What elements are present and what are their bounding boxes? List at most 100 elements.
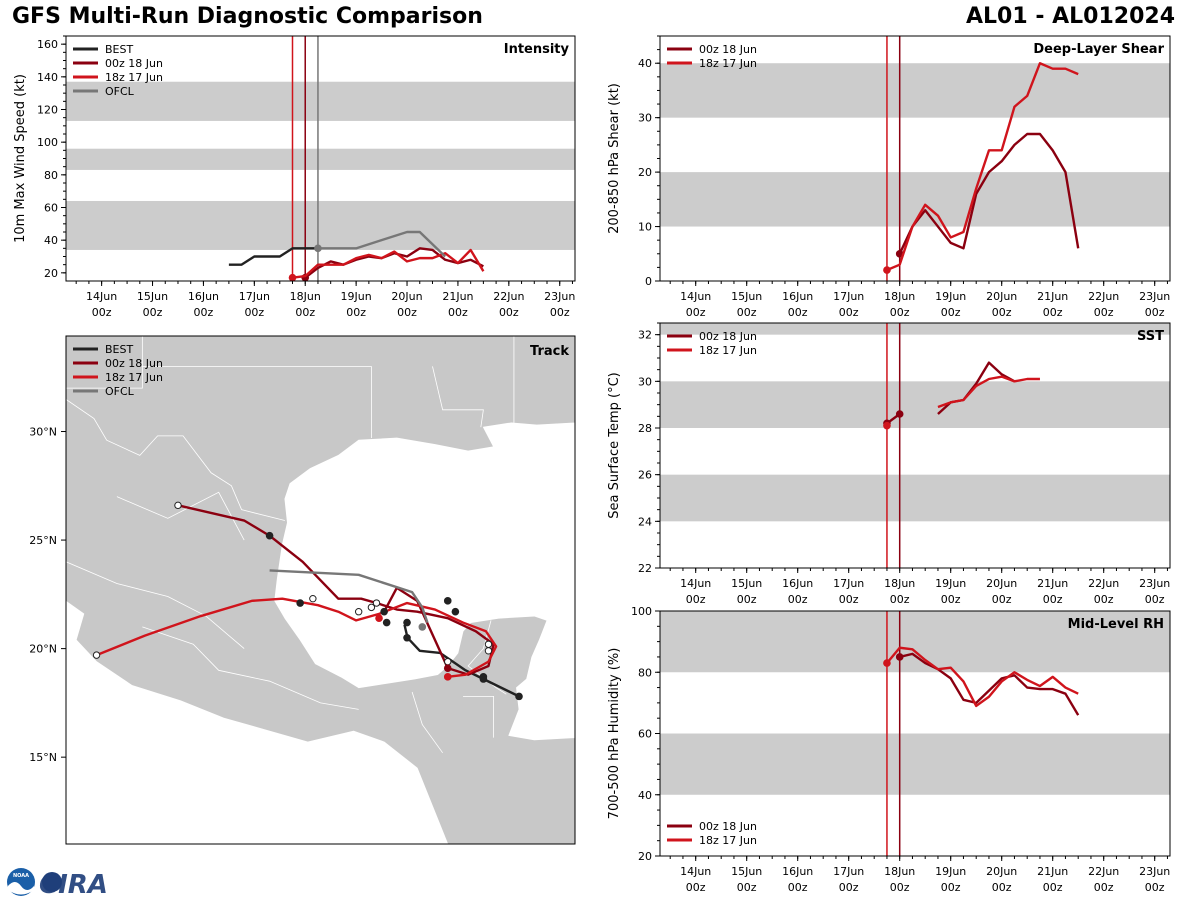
panel-title: SST — [1137, 329, 1164, 344]
plot-area — [660, 323, 1170, 568]
us-mexico-border — [66, 398, 285, 521]
x-tick-hour-label: 00z — [788, 881, 808, 894]
plot-area — [660, 611, 1170, 856]
cira-logo: NOAA CIRA — [5, 866, 125, 902]
series-line — [886, 646, 1079, 708]
cira-logo-text: CIRA — [39, 870, 108, 898]
x-tick-label: 14Jun — [680, 290, 711, 303]
x-tick-hour-label: 00z — [890, 593, 910, 606]
track-line — [96, 597, 498, 679]
y-tick-label: 15°N — [29, 751, 57, 764]
x-tick-hour-label: 00z — [686, 881, 706, 894]
x-tick-label: 14Jun — [680, 577, 711, 590]
cira-globe-icon — [42, 872, 62, 892]
noaa-cira-logo-icon: NOAA CIRA — [7, 868, 108, 900]
track-marker — [403, 633, 411, 642]
legend-label: BEST — [105, 343, 133, 356]
x-tick-label: 23Jun — [544, 290, 575, 303]
track-marker — [354, 608, 363, 616]
panel-sst: 22 24 26 28 30 32 14Jun 00z 15Jun 00z 16Jun 00z 17Ju… — [607, 322, 1171, 606]
x-tick-hour-label: 00z — [941, 306, 961, 319]
x-tick-hour-label: 00z — [1145, 306, 1165, 319]
y-tick-label: 20°N — [29, 643, 57, 656]
x-tick-label: 15Jun — [137, 290, 168, 303]
x-tick-label: 20Jun — [986, 865, 1017, 878]
x-tick-hour-label: 00z — [244, 306, 264, 319]
x-tick-label: 16Jun — [782, 865, 813, 878]
shading-band — [660, 63, 1170, 118]
series-line — [317, 230, 447, 258]
y-tick-label: 120 — [37, 104, 58, 117]
state-border — [432, 366, 484, 428]
cuba-land — [600, 579, 740, 614]
x-tick-hour-label: 00z — [890, 881, 910, 894]
x-tick-label: 21Jun — [442, 290, 473, 303]
x-tick-hour-label: 00z — [839, 881, 859, 894]
x-tick-hour-label: 00z — [550, 306, 570, 319]
figure-title: GFS Multi-Run Diagnostic Comparison — [12, 4, 483, 29]
legend-label: 18z 17 Jun — [699, 57, 757, 70]
state-border — [66, 336, 143, 389]
y-axis-label: 200-850 hPa Shear (kt) — [607, 83, 622, 234]
shading-band — [66, 200, 575, 250]
x-tick-label: 16Jun — [782, 290, 813, 303]
state-border — [411, 691, 443, 754]
x-tick-hour-label: 00z — [992, 593, 1012, 606]
y-tick-label: 80 — [44, 169, 58, 182]
x-tick-hour-label: 00z — [397, 306, 417, 319]
x-tick-hour-label: 00z — [499, 306, 519, 319]
plot-area — [660, 36, 1170, 281]
x-tick-hour-label: 00z — [295, 306, 315, 319]
y-tick-label: 60 — [44, 202, 58, 215]
plot-area — [66, 36, 575, 281]
x-tick-hour-label: 00z — [686, 593, 706, 606]
x-tick-hour-label: 00z — [346, 306, 366, 319]
y-tick-label: 140 — [37, 71, 58, 84]
x-tick-label: 14Jun — [680, 865, 711, 878]
western-coast-land — [66, 336, 67, 506]
y-axis-label: Sea Surface Temp (°C) — [607, 372, 622, 519]
track-marker — [444, 657, 452, 666]
track-marker — [372, 599, 381, 607]
init-point — [883, 266, 891, 274]
y-tick-label: 40 — [44, 234, 58, 247]
x-tick-label: 19Jun — [935, 865, 966, 878]
y-axis-label: 700-500 hPa Humidity (%) — [607, 648, 622, 820]
track-marker — [515, 692, 523, 701]
y-tick-label: 24 — [638, 515, 652, 528]
x-tick-hour-label: 00z — [992, 881, 1012, 894]
track-marker — [296, 599, 304, 607]
state-border — [66, 561, 245, 649]
shading-band — [66, 81, 575, 121]
legend-label: 18z 17 Jun — [105, 371, 163, 384]
x-tick-label: 15Jun — [731, 577, 762, 590]
x-tick-label: 17Jun — [239, 290, 270, 303]
track-marker — [382, 618, 391, 627]
init-point — [288, 273, 297, 281]
panel-shear: 0 10 20 30 40 14Jun 00z 15Jun 00z 16Jun 00z 17Jun 00… — [607, 35, 1171, 319]
x-tick-label: 23Jun — [1139, 865, 1170, 878]
x-tick-hour-label: 00z — [1043, 306, 1063, 319]
x-tick-label: 22Jun — [1088, 865, 1119, 878]
x-tick-label: 22Jun — [1088, 577, 1119, 590]
x-tick-hour-label: 00z — [737, 593, 757, 606]
x-tick-label: 20Jun — [391, 290, 422, 303]
x-tick-hour-label: 00z — [92, 306, 112, 319]
x-tick-label: 18Jun — [884, 577, 915, 590]
x-tick-label: 14Jun — [86, 290, 117, 303]
x-tick-label: 16Jun — [188, 290, 219, 303]
shading-band — [660, 733, 1170, 795]
x-tick-label: 20Jun — [986, 577, 1017, 590]
shading-band — [66, 148, 575, 170]
track-marker — [174, 501, 182, 510]
x-tick-hour-label: 00z — [941, 593, 961, 606]
x-tick-label: 19Jun — [935, 577, 966, 590]
y-tick-label: 30°N — [29, 426, 57, 439]
legend-label: 00z 18 Jun — [699, 820, 757, 833]
mexico-landmass — [66, 336, 575, 844]
x-tick-hour-label: 00z — [194, 306, 214, 319]
track-marker — [418, 623, 427, 631]
panel-rh: 20 40 60 80 100 14Jun 00z 15Jun 00z 16Jun 00z 17Jun… — [607, 605, 1171, 894]
y-tick-label: 30 — [638, 112, 652, 125]
y-tick-label: 28 — [638, 422, 652, 435]
